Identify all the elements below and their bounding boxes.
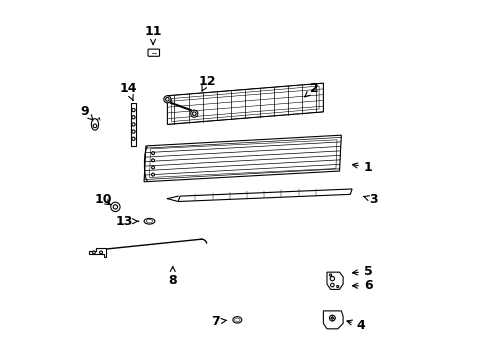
Text: 2: 2	[304, 82, 318, 97]
Text: 3: 3	[363, 193, 377, 206]
Circle shape	[132, 123, 135, 126]
Circle shape	[132, 108, 135, 112]
Circle shape	[329, 315, 335, 321]
Circle shape	[336, 285, 338, 288]
Text: 6: 6	[352, 279, 372, 292]
Text: 13: 13	[116, 215, 138, 228]
Ellipse shape	[232, 317, 241, 323]
Text: 7: 7	[211, 315, 226, 328]
Text: 14: 14	[119, 82, 137, 100]
Circle shape	[163, 96, 171, 103]
Polygon shape	[131, 103, 136, 146]
Circle shape	[100, 251, 102, 254]
Circle shape	[151, 152, 154, 154]
Polygon shape	[88, 248, 106, 257]
Circle shape	[151, 159, 154, 162]
Ellipse shape	[146, 220, 152, 223]
Text: 12: 12	[198, 75, 215, 91]
Circle shape	[92, 251, 95, 254]
Circle shape	[329, 274, 331, 276]
Text: 10: 10	[94, 193, 111, 206]
Circle shape	[110, 202, 120, 212]
Circle shape	[165, 98, 169, 101]
FancyBboxPatch shape	[148, 49, 159, 56]
Circle shape	[330, 317, 333, 319]
Polygon shape	[144, 135, 341, 182]
Polygon shape	[323, 311, 343, 329]
Polygon shape	[326, 272, 343, 289]
Text: 1: 1	[352, 161, 372, 174]
Ellipse shape	[144, 219, 155, 224]
Circle shape	[151, 173, 154, 176]
Text: 8: 8	[168, 266, 177, 287]
Circle shape	[132, 137, 135, 140]
Circle shape	[151, 166, 154, 169]
Circle shape	[113, 205, 117, 209]
Text: 9: 9	[81, 105, 93, 120]
Circle shape	[329, 276, 334, 281]
Circle shape	[330, 283, 333, 287]
Circle shape	[132, 116, 135, 119]
Circle shape	[190, 110, 198, 117]
Polygon shape	[178, 189, 351, 202]
Ellipse shape	[234, 318, 240, 321]
Polygon shape	[167, 83, 323, 125]
Text: 11: 11	[144, 25, 162, 44]
Circle shape	[93, 124, 97, 128]
Text: 5: 5	[352, 265, 372, 278]
Circle shape	[132, 130, 135, 133]
Text: 4: 4	[346, 319, 365, 332]
Circle shape	[192, 112, 196, 116]
